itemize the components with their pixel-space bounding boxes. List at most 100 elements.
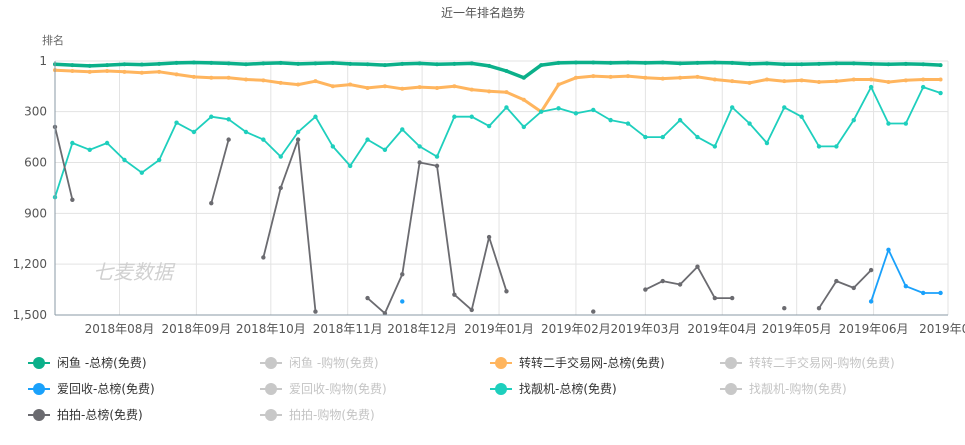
data-point [70,140,75,146]
x-tick-label: 2019年07 [919,322,965,336]
data-point [591,74,596,79]
data-point [921,77,926,82]
data-point [695,264,700,269]
data-point [903,283,909,289]
legend-item[interactable]: 闲鱼 -购物(免费) [260,355,379,370]
data-point [660,76,665,81]
watermark-logo: 七麦数据 [93,260,176,284]
data-point [348,82,353,87]
data-point [608,74,613,79]
data-point [695,60,700,65]
data-point [209,60,214,65]
data-point [400,272,405,277]
data-point [521,75,526,80]
y-axis-label: 排名 [42,33,64,47]
data-point [695,134,700,140]
data-point [764,61,769,66]
data-point [643,134,648,140]
data-point [174,120,179,125]
legend-item[interactable]: 爱回收-购物(免费) [260,381,387,396]
data-point [452,114,457,119]
data-point [660,60,665,65]
y-tick-label: 600 [24,155,47,169]
data-point [382,311,388,316]
data-point [417,144,422,149]
data-point [313,79,318,84]
data-point [834,144,839,149]
x-tick-label: 2019年02月 [541,322,611,336]
data-point [851,285,856,291]
data-point [486,123,492,129]
data-point [712,295,718,301]
data-point [70,68,75,73]
data-point [261,61,266,66]
data-point [104,140,110,146]
data-point [174,60,179,65]
legend-dot-icon [33,357,45,369]
data-point [209,75,214,80]
data-point [330,60,335,65]
data-point [330,84,335,89]
data-point [365,85,370,90]
legend-item[interactable]: 拍拍-购物(免费) [260,407,375,422]
legend-item[interactable]: 找靓机-购物(免费) [720,381,847,396]
legend-label: 转转二手交易网-购物(免费) [749,355,895,370]
data-point [643,75,648,80]
legend-item[interactable]: 转转二手交易网-购物(免费) [720,355,895,370]
data-point [591,60,596,65]
legend-item[interactable]: 拍拍-总榜(免费) [28,407,143,422]
data-point [435,62,440,67]
data-point [244,77,249,82]
legend-dot-icon [725,383,737,395]
legend-item[interactable]: 闲鱼 -总榜(免费) [28,355,147,370]
data-point [365,62,370,67]
data-point [799,62,804,67]
legend-item[interactable]: 找靓机-总榜(免费) [490,381,617,396]
y-tick-label: 1,200 [13,257,47,271]
data-point [834,79,839,84]
x-tick-label: 2018年10月 [236,322,306,336]
data-point [330,144,336,149]
data-point [486,234,492,240]
data-point [730,79,735,84]
data-point [296,82,301,87]
data-point [764,77,769,82]
data-point [695,74,700,79]
series-line [54,86,941,198]
data-point [869,61,874,66]
data-point [886,247,891,252]
series-layer [52,60,943,316]
data-point [157,69,162,74]
data-point [730,60,735,65]
data-point [139,70,144,75]
legend-dot-icon [265,357,277,369]
data-point [712,77,717,82]
legend-dot-icon [265,409,277,421]
data-point [747,80,752,85]
data-point [87,147,92,152]
data-point [70,63,75,68]
legend-label: 拍拍-总榜(免费) [57,407,143,422]
x-tick-label: 2019年03月 [610,322,680,336]
data-point [487,89,492,94]
data-point [539,63,544,68]
data-point [296,61,301,66]
data-point [417,85,422,90]
data-point [435,85,440,90]
data-point [434,154,440,159]
data-point [226,61,231,66]
data-point [87,63,92,68]
legend-dot-icon [495,357,507,369]
legend-label: 爱回收-总榜(免费) [57,381,155,396]
data-point [903,78,908,83]
data-point [591,309,596,314]
data-point [400,299,405,304]
data-point [834,278,839,284]
legend-label: 找靓机-总榜(免费) [519,381,617,396]
legend-item[interactable]: 爱回收-总榜(免费) [28,381,155,396]
data-point [226,75,231,80]
legend-item[interactable]: 转转二手交易网-总榜(免费) [490,355,665,370]
data-point [261,255,266,260]
data-point [938,290,943,296]
